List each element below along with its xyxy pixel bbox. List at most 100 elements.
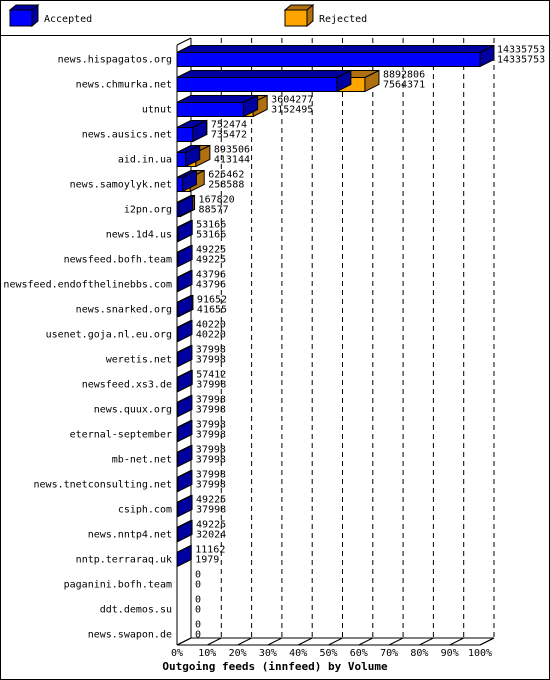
value-label: 37998 [196,420,226,431]
value-label: 88577 [199,205,229,216]
value-label: 14335753 [497,45,545,56]
bar-side [177,219,193,243]
bar-front [176,77,338,92]
value-label: 37998 [196,355,226,366]
value-label: 3604277 [271,95,313,106]
chart-title: Outgoing feeds (innfeed) by Volume [162,660,388,673]
value-label: 37998 [196,395,226,406]
bar-side [178,194,194,218]
value-label: 49225 [196,520,226,531]
legend-swatch [284,9,308,27]
legend-swatch [306,3,314,28]
bar-side [176,544,192,568]
bar-side [177,369,193,393]
bar-side [177,494,193,518]
x-tick-label: 20% [229,648,247,659]
bar-side [181,169,197,193]
value-label: 37998 [196,505,226,516]
x-tick-label: 80% [410,648,428,659]
bar-side [177,244,193,268]
x-tick-label: 30% [259,648,277,659]
value-label: 37998 [196,455,226,466]
y-tick-label: newsfeed.xs3.de [82,380,172,391]
value-label: 0 [195,580,201,591]
tick-mark [479,637,495,646]
x-tick-label: 10% [198,648,216,659]
bar-side [364,69,380,93]
tick-mark [176,637,192,646]
y-tick-label: mb-net.net [112,455,172,466]
x-tick-label: 100% [468,648,492,659]
legend-label: Rejected [319,14,367,25]
value-label: 37998 [196,345,226,356]
bar-top [176,70,352,78]
x-tick-label: 70% [380,648,398,659]
y-tick-label: csiph.com [118,505,172,516]
value-label: 258588 [208,180,244,191]
y-tick-label: eternal-september [70,430,172,441]
value-label: 893506 [214,145,250,156]
value-label: 53166 [196,230,226,241]
tick-mark [388,637,404,646]
value-label: 91652 [197,295,227,306]
y-tick-label: news.swapon.de [88,630,172,641]
value-label: 14335753 [497,55,545,66]
value-label: 0 [195,595,201,606]
x-tick-label: 90% [441,648,459,659]
bar-side [177,394,193,418]
y-tick-label: newsfeed.bofh.team [64,255,172,266]
bar-top [176,45,495,53]
value-label: 0 [195,630,201,641]
value-label: 752474 [211,120,247,131]
y-tick-label: news.snarked.org [76,305,172,316]
tick-mark [207,637,222,646]
value-label: 0 [195,620,201,631]
bar-side [177,519,193,543]
tick-mark [419,637,434,646]
value-label: 37998 [196,480,226,491]
value-label: 43796 [196,270,226,281]
bar-front [176,102,245,117]
legend-label: Accepted [44,14,92,25]
bar-side [479,44,495,68]
x-tick-label: 40% [289,648,307,659]
value-label: 40220 [196,330,226,341]
value-label: 37998 [196,445,226,456]
bar-front [176,152,187,167]
value-label: 49225 [196,495,226,506]
bar-side [177,344,193,368]
tick-mark [328,637,343,646]
bar-side [243,94,259,118]
x-tick-label: 0% [171,648,183,659]
value-label: 1979 [195,555,219,566]
value-label: 37998 [196,430,226,441]
value-label: 37998 [196,380,226,391]
value-label: 40220 [196,320,226,331]
tick-mark [267,637,283,646]
y-tick-label: usenet.goja.nl.eu.org [46,330,172,341]
tick-mark [237,637,252,646]
y-tick-label: news.nntp4.net [88,530,172,541]
tick-mark [449,637,464,646]
value-label: 0 [195,570,201,581]
bar-side [177,444,193,468]
bar-side [177,294,193,318]
x-tick-label: 60% [350,648,368,659]
value-label: 167820 [199,195,235,206]
bar-side [192,119,208,143]
value-label: 49225 [196,255,226,266]
bar-side [177,419,193,443]
y-tick-label: news.1d4.us [106,230,172,241]
value-label: 57412 [196,370,226,381]
value-label: 735472 [211,130,247,141]
y-tick-label: news.hispagatos.org [58,55,172,66]
tick-mark [358,637,374,646]
value-label: 37998 [196,470,226,481]
y-tick-label: i2pn.org [124,205,172,216]
value-label: 7564371 [383,80,425,91]
value-label: 3152495 [271,105,313,116]
bar-front [176,127,194,142]
value-label: 625462 [208,170,244,181]
bar-side [336,69,352,93]
